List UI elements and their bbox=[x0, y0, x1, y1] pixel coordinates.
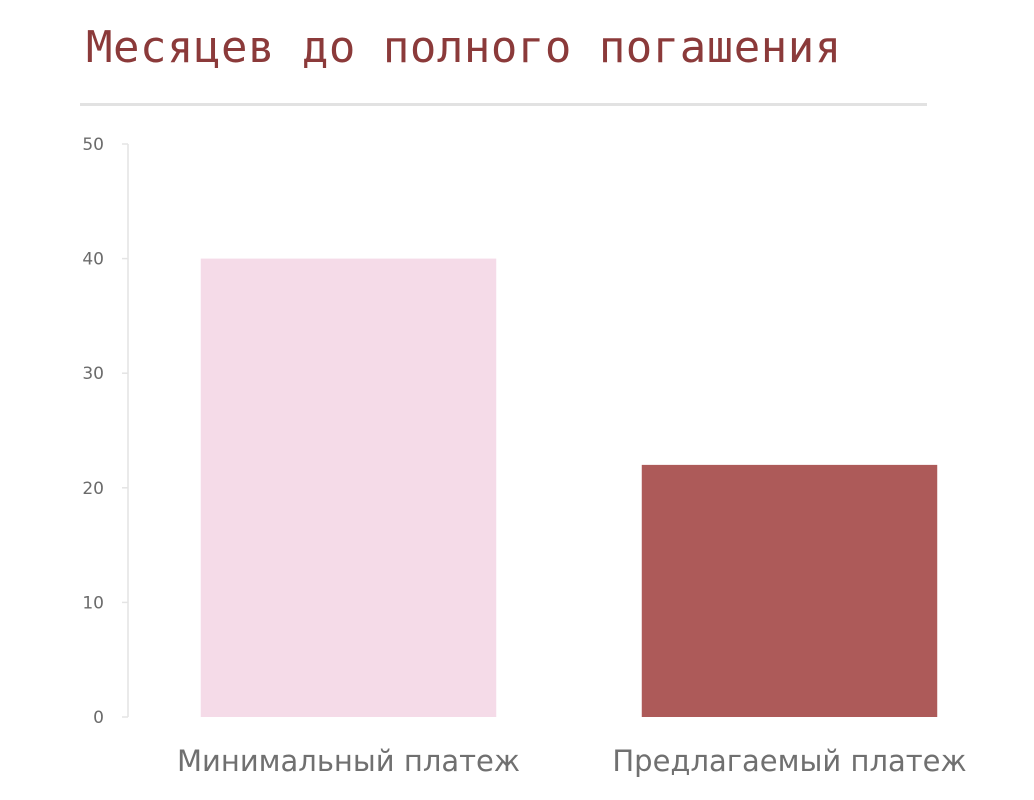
y-axis-ticks: 0 10 20 30 40 50 bbox=[82, 135, 128, 728]
x-category-label: Минимальный платеж bbox=[177, 744, 520, 778]
bars bbox=[200, 258, 938, 717]
y-tick-label: 20 bbox=[82, 479, 104, 499]
y-tick-label: 10 bbox=[82, 593, 104, 613]
chart-title: Месяцев до полного погашения bbox=[86, 22, 842, 73]
y-tick-label: 50 bbox=[82, 135, 104, 155]
y-tick-label: 40 bbox=[82, 250, 104, 270]
x-category-label: Предлагаемый платеж bbox=[612, 744, 966, 778]
bar bbox=[200, 258, 497, 717]
y-tick-label: 0 bbox=[93, 708, 104, 728]
x-axis-labels: Минимальный платеж Предлагаемый платеж bbox=[177, 744, 967, 778]
title-divider bbox=[80, 103, 927, 106]
bar bbox=[641, 464, 938, 717]
y-tick-label: 30 bbox=[82, 364, 104, 384]
